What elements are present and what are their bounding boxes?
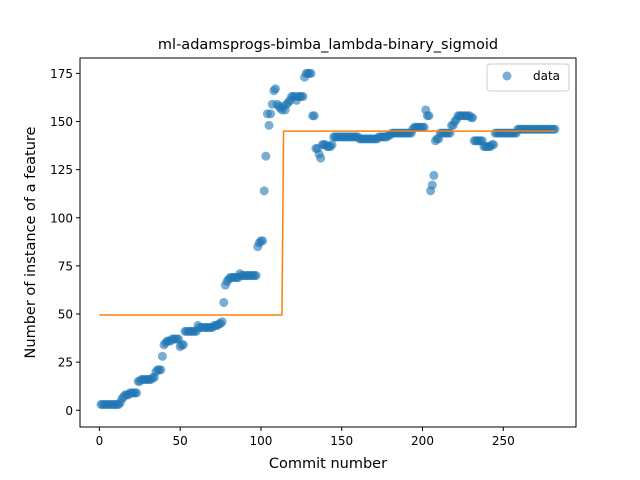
data-point: [327, 140, 337, 150]
data-point: [157, 351, 167, 361]
x-tick-label: 150: [330, 434, 353, 448]
y-tick-label: 100: [50, 211, 73, 225]
data-point: [298, 92, 308, 101]
data-point: [429, 170, 439, 180]
x-tick-label: 250: [492, 434, 515, 448]
y-tick-label: 25: [58, 356, 73, 370]
data-point: [264, 120, 274, 130]
data-point: [468, 113, 478, 123]
x-tick-label: 100: [249, 434, 272, 448]
data-point: [156, 365, 166, 375]
y-tick-label: 75: [58, 259, 73, 273]
data-point: [309, 111, 319, 121]
legend-box: [486, 63, 570, 92]
y-tick-label: 0: [65, 404, 73, 418]
data-point: [550, 124, 560, 134]
plot-area: [96, 68, 560, 409]
chart-title: ml-adamsprogs-bimba_lambda-binary_sigmoi…: [158, 37, 498, 53]
fit-line: [99, 130, 555, 316]
data-point: [445, 128, 455, 138]
data-point: [424, 111, 434, 121]
y-tick-label: 150: [50, 115, 73, 129]
data-point: [419, 122, 429, 132]
axes-frame: [79, 57, 577, 428]
data-point: [266, 109, 276, 119]
data-point: [258, 236, 268, 246]
x-tick-label: 0: [96, 434, 104, 448]
data-point: [132, 388, 142, 398]
x-tick-label: 50: [173, 434, 188, 448]
y-axis-label: Number of instance of a feature: [23, 126, 39, 358]
data-point: [489, 140, 499, 150]
data-point: [261, 151, 271, 161]
data-point: [219, 297, 229, 307]
data-point: [217, 317, 227, 327]
x-axis-label: Commit number: [269, 456, 387, 472]
data-point: [306, 68, 316, 78]
data-point: [251, 271, 261, 281]
y-tick-label: 50: [58, 308, 73, 322]
legend-marker: [502, 71, 512, 81]
data-point: [316, 153, 326, 163]
x-tick-label: 200: [411, 434, 434, 448]
data-point: [259, 186, 269, 196]
legend-label-data: data: [533, 69, 560, 83]
y-tick-label: 175: [50, 67, 73, 81]
data-point: [178, 340, 188, 350]
legend: data: [486, 63, 570, 92]
axis-ticks: 0 50 100 150 200 250 0 25 50 75 100 125 150 175: [50, 67, 515, 448]
data-point: [270, 84, 280, 94]
y-tick-label: 125: [50, 163, 73, 177]
data-point: [427, 180, 437, 190]
